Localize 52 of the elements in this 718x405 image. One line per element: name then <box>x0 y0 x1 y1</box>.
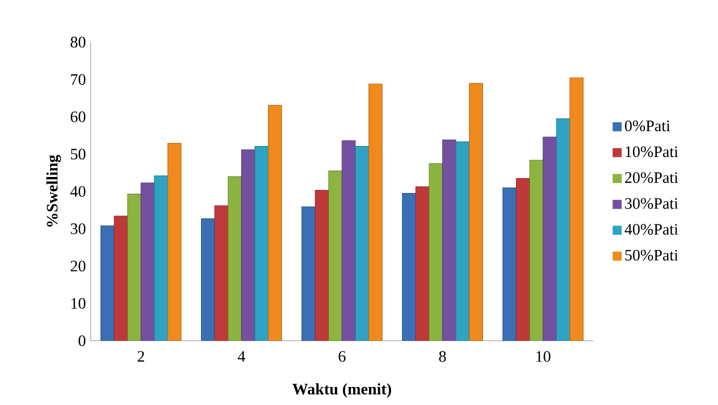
bar <box>415 186 430 341</box>
bar <box>127 194 142 341</box>
bar <box>529 160 544 341</box>
y-tick-label: 40 <box>70 186 86 197</box>
y-tick-label: 0 <box>78 335 86 346</box>
bar <box>442 140 456 341</box>
bar <box>100 226 114 341</box>
legend-label: 0%Pati <box>624 120 670 132</box>
bar <box>268 104 282 341</box>
bar <box>214 205 228 341</box>
bar <box>516 178 530 341</box>
x-tick-label: 6 <box>338 351 346 362</box>
y-tick-label: 80 <box>70 36 86 48</box>
bar <box>570 77 584 341</box>
bar <box>342 140 356 341</box>
bar <box>254 146 269 341</box>
legend-label: 30%Pati <box>625 198 678 209</box>
bar <box>428 163 443 341</box>
y-tick-label: 10 <box>71 298 86 309</box>
bar <box>241 149 256 341</box>
legend-label: 10%Pati <box>626 146 678 158</box>
y-tick-label: 30 <box>70 223 86 234</box>
bar <box>402 193 416 341</box>
y-tick-label: 60 <box>70 111 86 122</box>
y-axis-title: %Swelling <box>46 154 61 227</box>
x-tick-label: 8 <box>439 351 446 362</box>
y-tick-label: 70 <box>71 74 86 85</box>
bar <box>201 218 215 341</box>
bar <box>469 82 483 341</box>
bar <box>368 84 382 341</box>
bar <box>542 136 557 341</box>
bar <box>228 176 242 341</box>
bar <box>154 176 168 341</box>
bar <box>114 216 128 341</box>
legend-label: 40%Pati <box>624 224 678 235</box>
y-tick-label: 20 <box>70 260 86 272</box>
bar <box>302 206 316 341</box>
bar <box>502 187 516 341</box>
bar <box>355 146 370 341</box>
x-tick-label: 10 <box>536 351 550 362</box>
x-axis-title: Waktu (menit) <box>292 383 392 398</box>
bar <box>140 182 155 341</box>
bar <box>556 118 570 341</box>
y-tick-label: 50 <box>70 148 86 160</box>
bar <box>456 142 470 341</box>
x-tick-label: 2 <box>138 351 144 362</box>
legend-label: 20%Pati <box>625 172 678 184</box>
bar <box>328 170 342 341</box>
bar <box>167 143 182 341</box>
bar <box>314 190 329 341</box>
x-tick-label: 4 <box>238 351 246 362</box>
legend-label: 50%Pati <box>625 250 678 261</box>
